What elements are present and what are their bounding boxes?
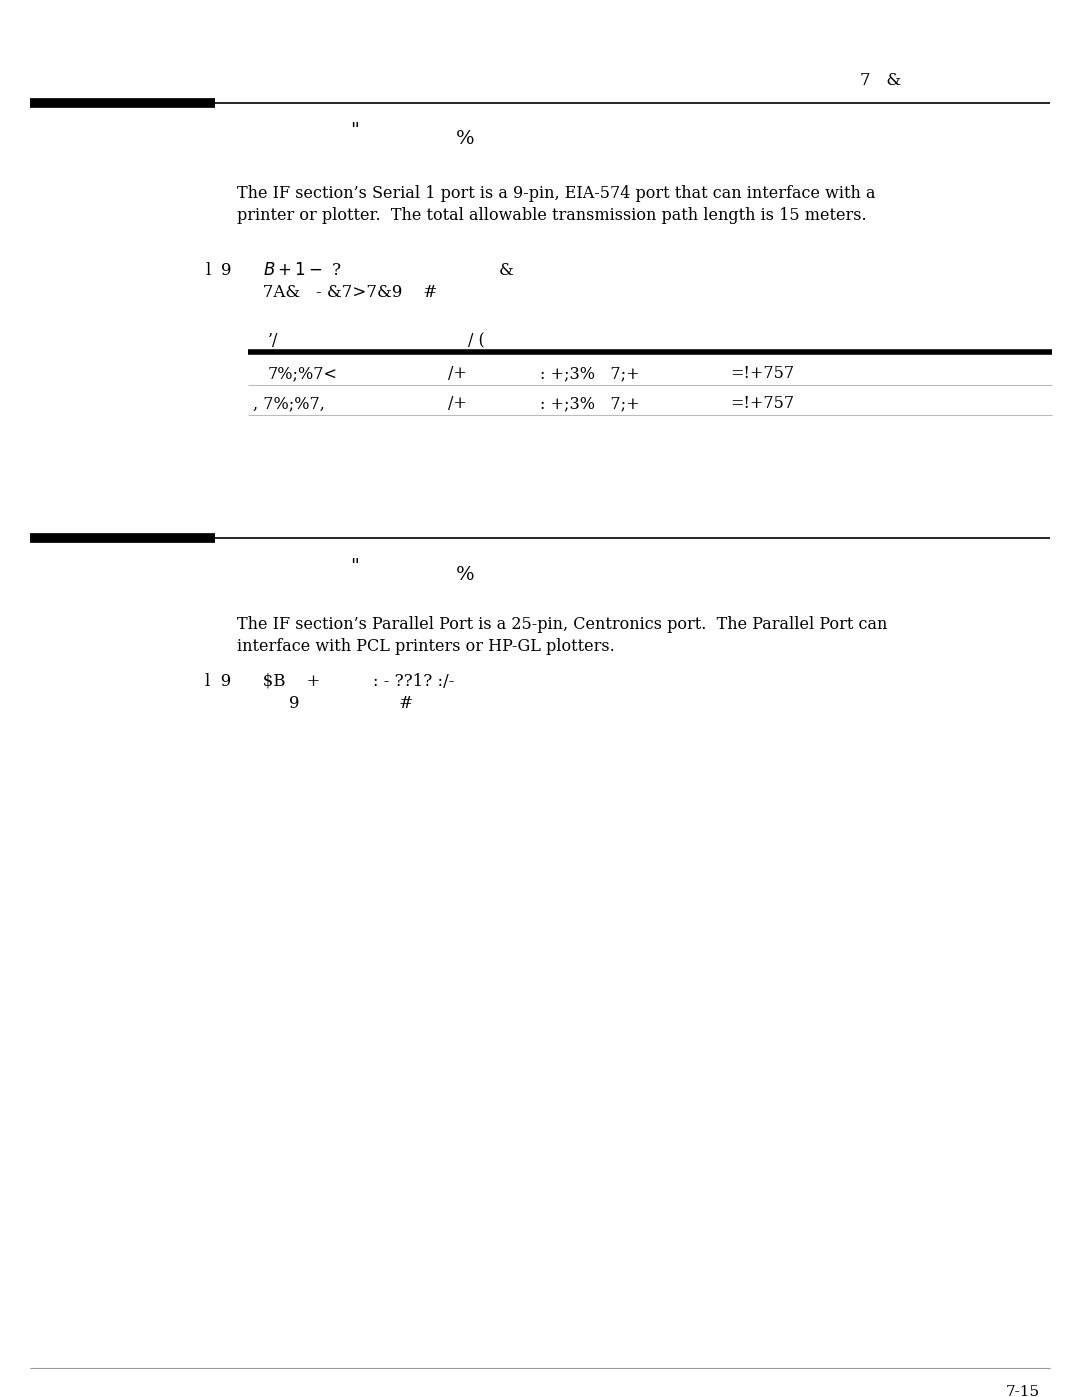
Text: 7A&   - &7>7&9    #: 7A& - &7>7&9 # — [205, 284, 437, 300]
Text: The IF section’s Parallel Port is a 25-pin, Centronics port.  The Parallel Port : The IF section’s Parallel Port is a 25-p… — [237, 616, 888, 633]
Text: /+: /+ — [448, 365, 467, 381]
Text: / (: / ( — [468, 332, 485, 349]
Text: =!+757: =!+757 — [730, 365, 794, 381]
Text: The IF section’s Serial 1 port is a 9-pin, EIA-574 port that can interface with : The IF section’s Serial 1 port is a 9-pi… — [237, 184, 876, 203]
Text: ": " — [351, 557, 360, 576]
Text: 7-15: 7-15 — [1005, 1384, 1040, 1397]
Text: %: % — [456, 566, 474, 584]
Text: interface with PCL printers or HP-GL plotters.: interface with PCL printers or HP-GL plo… — [237, 638, 615, 655]
Text: %: % — [456, 130, 474, 148]
Text: ": " — [351, 122, 360, 140]
Text: : +;3%   7;+: : +;3% 7;+ — [540, 365, 639, 381]
Text: ’/: ’/ — [268, 332, 279, 349]
Text: 9                   #: 9 # — [205, 694, 414, 712]
Text: , 7%;%7,: , 7%;%7, — [253, 395, 325, 412]
Text: : +;3%   7;+: : +;3% 7;+ — [540, 395, 639, 412]
Text: 7   &: 7 & — [860, 73, 901, 89]
Text: /+: /+ — [448, 395, 467, 412]
Text: printer or plotter.  The total allowable transmission path length is 15 meters.: printer or plotter. The total allowable … — [237, 207, 866, 224]
Text: l  9      $B    +  1-$ ?                              &: l 9 $B + 1-$ ? & — [205, 263, 515, 279]
Text: 7%;%7<: 7%;%7< — [268, 365, 338, 381]
Text: l  9      $B    +          : - ??1? :/­: l 9 $B + : - ??1? :/­ — [205, 673, 455, 690]
Text: =!+757: =!+757 — [730, 395, 794, 412]
